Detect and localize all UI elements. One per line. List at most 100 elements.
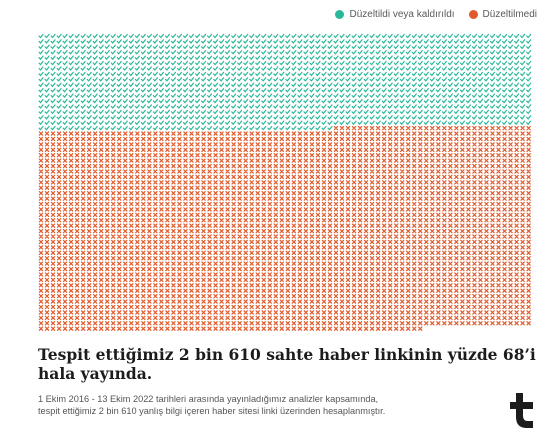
cross-icon <box>418 131 423 136</box>
cross-icon <box>249 293 254 299</box>
cross-icon <box>454 158 459 163</box>
check-icon <box>520 77 526 82</box>
cross-icon <box>123 163 128 169</box>
cross-icon <box>508 266 513 272</box>
cross-icon <box>183 201 188 207</box>
cross-icon <box>502 228 507 234</box>
cross-icon <box>484 256 489 261</box>
check-icon <box>134 39 140 44</box>
cross-icon <box>303 272 309 277</box>
check-icon <box>267 55 273 61</box>
cross-icon <box>261 174 266 180</box>
cross-icon <box>291 288 297 293</box>
cross-icon <box>261 158 266 163</box>
cross-icon <box>478 299 483 304</box>
cross-icon <box>436 163 441 169</box>
check-icon <box>471 55 478 61</box>
footnote-line-1: 1 Ekim 2016 - 13 Ekim 2022 tarihleri ara… <box>38 394 379 404</box>
cross-icon <box>74 174 80 180</box>
check-icon <box>261 39 267 44</box>
cross-icon <box>339 153 345 158</box>
cross-icon <box>333 196 339 201</box>
cross-icon <box>442 315 447 321</box>
cross-icon <box>514 223 519 228</box>
cross-icon <box>442 174 447 180</box>
cross-icon <box>249 147 254 153</box>
cross-icon <box>279 185 284 190</box>
check-icon <box>351 55 357 61</box>
check-icon <box>80 44 86 50</box>
cross-icon <box>147 304 152 310</box>
cross-icon <box>50 299 56 304</box>
cross-icon <box>472 218 477 223</box>
check-icon <box>80 39 86 44</box>
cross-icon <box>189 223 194 228</box>
cross-icon <box>231 239 236 245</box>
check-icon <box>375 104 381 109</box>
cross-icon <box>92 315 98 321</box>
cross-icon <box>153 174 158 180</box>
check-icon <box>345 44 351 50</box>
cross-icon <box>375 293 381 299</box>
cross-icon <box>460 239 465 245</box>
cross-icon <box>50 326 56 331</box>
cross-icon <box>147 223 152 228</box>
check-icon <box>255 120 261 126</box>
cross-icon <box>159 315 164 321</box>
cross-icon <box>117 293 122 299</box>
cross-icon <box>351 288 357 293</box>
cross-icon <box>153 163 158 169</box>
cross-icon <box>351 131 357 136</box>
check-icon <box>104 77 110 82</box>
check-icon <box>399 109 405 115</box>
check-icon <box>327 82 333 88</box>
cross-icon <box>255 293 260 299</box>
check-icon <box>164 60 171 66</box>
cross-icon <box>273 185 278 190</box>
check-icon <box>62 44 68 50</box>
cross-icon <box>249 315 254 321</box>
cross-icon <box>92 288 98 293</box>
cross-icon <box>345 158 351 163</box>
cross-icon <box>80 196 86 201</box>
check-icon <box>158 115 164 120</box>
check-icon <box>291 55 297 61</box>
cross-icon <box>159 218 164 223</box>
cross-icon <box>424 293 429 299</box>
cross-icon <box>351 266 357 272</box>
check-icon <box>189 93 195 99</box>
cross-icon <box>213 201 218 207</box>
check-icon <box>363 120 369 126</box>
check-icon <box>44 77 50 82</box>
cross-icon <box>339 304 345 310</box>
cross-icon <box>243 142 248 147</box>
cross-icon <box>105 136 110 142</box>
cross-icon <box>62 207 68 212</box>
cross-icon <box>400 310 405 315</box>
check-icon <box>502 109 508 115</box>
cross-icon <box>159 288 164 293</box>
cross-icon <box>135 321 140 326</box>
cross-icon <box>526 283 531 288</box>
check-icon <box>164 98 171 104</box>
cross-icon <box>243 234 248 239</box>
cross-icon <box>309 234 315 239</box>
check-icon <box>496 104 502 109</box>
check-icon <box>477 66 484 71</box>
check-icon <box>496 109 502 115</box>
cross-icon <box>393 142 399 147</box>
check-icon <box>285 39 291 44</box>
cross-icon <box>273 234 278 239</box>
cross-icon <box>74 196 80 201</box>
cross-icon <box>339 158 345 163</box>
cross-icon <box>406 196 411 201</box>
waffle-chart <box>38 33 532 331</box>
check-icon <box>104 55 110 61</box>
cross-icon <box>418 158 423 163</box>
cross-icon <box>273 315 278 321</box>
cross-icon <box>129 239 134 245</box>
cross-icon <box>201 153 206 158</box>
check-icon <box>417 66 423 71</box>
cross-icon <box>123 228 128 234</box>
check-icon <box>273 55 279 61</box>
